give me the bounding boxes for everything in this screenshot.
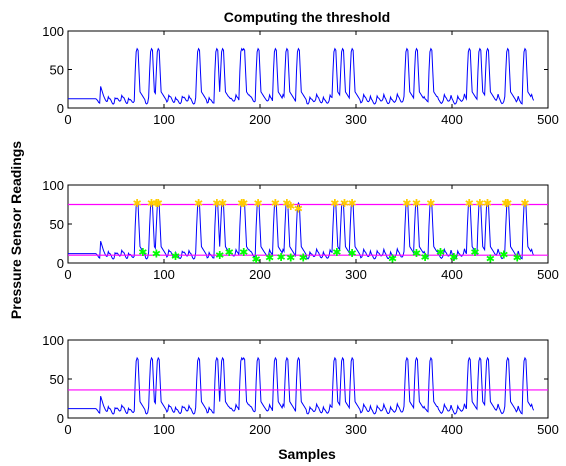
trough-marker: ✱ [152,248,161,261]
peak-marker: ✱ [330,197,339,210]
x-tick-label: 100 [153,267,175,282]
x-tick-label: 400 [441,112,463,127]
x-tick-label: 500 [537,267,559,282]
trough-marker: ✱ [265,252,274,265]
x-tick-label: 0 [64,112,71,127]
peak-marker: ✱ [212,197,221,210]
peak-marker: ✱ [520,197,529,210]
trough-marker: ✱ [239,246,248,259]
peak-marker: ✱ [501,197,510,210]
x-tick-label: 400 [441,267,463,282]
trough-marker: ✱ [449,251,458,264]
chart-title: Computing the threshold [224,9,390,25]
x-tick-label: 100 [153,112,175,127]
y-tick-label: 0 [57,101,64,116]
trough-marker: ✱ [252,253,261,266]
peak-marker: ✱ [294,202,303,215]
subplot-bottom: 0 100 200 300 400 500 0 50 100 [42,333,559,437]
trough-marker: ✱ [513,252,522,265]
peak-marker: ✱ [147,197,156,210]
trough-marker: ✱ [225,246,234,259]
axes-frame [67,30,549,109]
peak-marker: ✱ [253,197,262,210]
y-tick-label: 50 [50,217,64,232]
trough-marker: ✱ [436,246,445,259]
peak-marker: ✱ [412,197,421,210]
signal-line [68,201,535,260]
peak-marker: ✱ [286,200,295,213]
peak-marker: ✱ [483,197,492,210]
y-tick-label: 0 [57,411,64,426]
peak-marker: ✱ [154,197,163,210]
x-axis-label: Samples [278,446,336,462]
peak-marker: ✱ [402,197,411,210]
x-tick-label: 300 [345,112,367,127]
peak-marker: ✱ [194,197,203,210]
axes-frame [67,339,549,419]
peak-marker: ✱ [475,197,484,210]
trough-marker: ✱ [286,252,295,265]
x-tick-label: 200 [249,267,271,282]
trough-marker: ✱ [299,252,308,265]
y-tick-label: 0 [57,256,64,271]
peak-marker: ✱ [133,197,142,210]
peak-marker: ✱ [271,197,280,210]
x-tick-label: 0 [64,267,71,282]
trough-marker: ✱ [332,246,341,259]
peak-marker: ✱ [282,197,291,210]
trough-marker: ✱ [277,251,286,264]
axes-frame [67,184,549,264]
subplot-top: 0 100 200 300 400 500 0 50 100 [42,24,559,127]
y-axis-label: Pressure Sensor Readings [8,141,24,319]
trough-marker: ✱ [470,246,479,259]
trough-marker: ✱ [171,250,180,263]
signal-line [68,47,535,105]
subplot-middle: ✱ ✱✱✱ ✱ ✱✱ ✱✱ ✱ ✱ ✱✱✱ ✱ ✱✱ ✱ ✱ ✱ ✱ ✱✱ ✱✱ ✱✱ ✱ ✱ ✱ ✱ ✱✱ ✱ ✱ ✱ ✱ ✱ ✱ ✱… [42,178,559,282]
peak-marker: ✱ [503,197,512,210]
trough-marker: ✱ [348,247,357,260]
x-tick-label: 200 [249,112,271,127]
peak-marker: ✱ [152,197,161,210]
peak-marker: ✱ [237,197,246,210]
trough-marker: ✱ [215,249,224,262]
peak-marker: ✱ [340,197,349,210]
x-tick-label: 0 [64,422,71,437]
peak-marker: ✱ [426,197,435,210]
trough-marker: ✱ [388,252,397,265]
x-tick-label: 100 [153,422,175,437]
x-tick-label: 400 [441,422,463,437]
y-tick-label: 100 [42,333,64,348]
x-tick-label: 300 [345,267,367,282]
trough-marker: ✱ [138,246,147,259]
x-tick-label: 500 [537,422,559,437]
y-tick-label: 50 [50,372,64,387]
peak-marker: ✱ [465,197,474,210]
y-tick-label: 100 [42,178,64,193]
x-tick-label: 200 [249,422,271,437]
trough-marker: ✱ [499,248,508,261]
x-tick-label: 500 [537,112,559,127]
trough-marker: ✱ [486,252,495,265]
signal-line [68,356,535,415]
peak-marker: ✱ [239,197,248,210]
y-tick-label: 100 [42,24,64,39]
trough-marker: ✱ [412,247,421,260]
peak-marker: ✱ [348,197,357,210]
trough-marker: ✱ [421,251,430,264]
peak-marker: ✱ [218,197,227,210]
x-tick-label: 300 [345,422,367,437]
y-tick-label: 50 [50,63,64,78]
